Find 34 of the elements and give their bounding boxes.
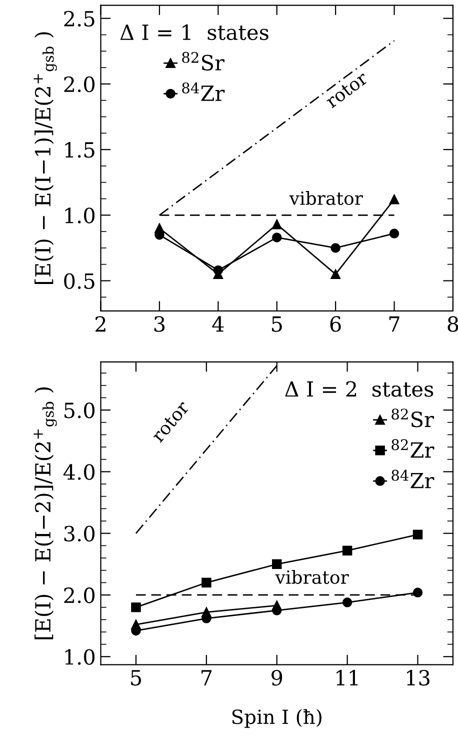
- y-tick-label: 2.5: [64, 10, 94, 27]
- x-tick-label: 5: [272, 316, 282, 332]
- x-tick-label: 2: [96, 316, 106, 332]
- y-tick-label: 1.0: [65, 208, 95, 224]
- x-tick-label: 7: [389, 316, 400, 332]
- x-tick-label: 3: [154, 316, 165, 332]
- y-tick-label: 2.0: [64, 587, 95, 604]
- y-axis-title: [E(I) − E(I−1)]/E(2$^{+}$$_{gsb}$ ): [34, 32, 57, 284]
- y-tick-label: 1.0: [65, 649, 95, 665]
- y-tick-label: 1.5: [65, 142, 94, 158]
- legend-title: Δ I = 1 states: [120, 24, 268, 40]
- y-axis-title: [E(I) − E(I−2)]/E(2$^{+}$$_{gsb}$ ): [34, 387, 57, 640]
- legend-label: $^{82}$Sr: [182, 52, 224, 71]
- annotation: vibrator: [289, 191, 364, 206]
- y-tick-label: 2.0: [64, 76, 95, 92]
- x-tick-label: 5: [131, 670, 141, 686]
- x-axis-title: Spin I (ħ): [232, 709, 322, 728]
- legend-title: Δ I = 2 states: [285, 381, 434, 397]
- x-tick-label: 4: [212, 316, 224, 332]
- y-tick-label: 3.0: [64, 526, 95, 542]
- legend-label: $^{84}$Zr: [392, 470, 434, 488]
- legend-label: $^{82}$Sr: [392, 408, 434, 428]
- y-tick-label: 0.5: [64, 273, 94, 289]
- y-tick-label: 4.0: [63, 464, 95, 480]
- x-tick-label: 9: [272, 670, 282, 686]
- legend-label: $^{82}$Zr: [392, 439, 434, 458]
- x-tick-label: 13: [407, 670, 430, 686]
- annotation: vibrator: [275, 570, 349, 584]
- x-tick-label: 11: [336, 670, 358, 686]
- legend-label: $^{84}$Zr: [182, 82, 225, 101]
- x-tick-label: 8: [448, 316, 458, 332]
- y-tick-label: 5.0: [64, 402, 95, 418]
- x-tick-label: 6: [330, 316, 341, 332]
- x-tick-label: 7: [202, 670, 212, 686]
